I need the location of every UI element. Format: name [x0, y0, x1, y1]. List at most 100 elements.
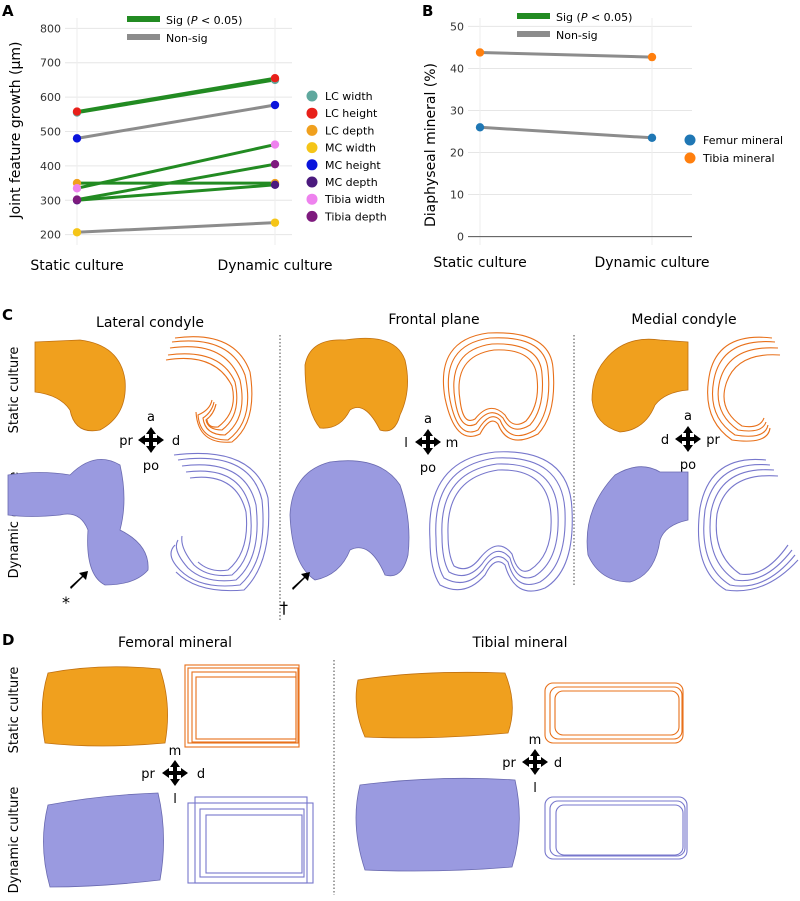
data-point: [72, 107, 82, 116]
y-tick-label: 400: [40, 160, 61, 173]
tibial-static-outline: [544, 682, 684, 744]
panel-b-points: [475, 48, 657, 143]
panel-a-y-label: Joint feature growth (μm): [8, 41, 24, 219]
legend-label: MC depth: [325, 176, 378, 189]
series-line: [479, 125, 653, 140]
panel-a-letter: A: [2, 2, 14, 20]
femoral-static-outline: [184, 664, 300, 748]
medial-condyle-title: Medial condyle: [631, 312, 736, 328]
legend-label: Tibia width: [324, 193, 385, 206]
axis-label: pr: [706, 433, 720, 448]
panel-b-x-ticks: Static culture Dynamic culture: [433, 255, 709, 271]
panel-d-figure: D Femoral mineral Tibial mineral Static …: [2, 631, 688, 895]
panel-b-chart: B 0 10 20 30 40 50 Static culture Dynamic cult…: [422, 2, 783, 271]
y-tick-label: 20: [450, 147, 464, 160]
sig-legend-label: Sig (P < 0.05): [166, 14, 242, 27]
series-line: [76, 103, 276, 140]
y-tick-label: 800: [40, 22, 61, 35]
direction-cross-icon: [522, 749, 548, 775]
panel-a-chart: A 200 300 400 500 600 700 800 Static culture Dy…: [2, 2, 387, 274]
panel-a-points: [72, 73, 280, 237]
tibial-mineral-title: Tibial mineral: [472, 635, 568, 651]
arrow-icon: [292, 572, 310, 590]
sig-legend-swatch: [517, 13, 550, 19]
legend-label: LC depth: [325, 124, 374, 137]
data-point: [72, 134, 82, 143]
femoral-dynamic-outline: [187, 796, 314, 884]
row-label-static: Static culture: [7, 347, 22, 434]
lateral-condyle-dynamic-outline: [170, 452, 270, 592]
frontal-static-outline: [442, 332, 555, 441]
legend-swatch: [306, 90, 318, 102]
legend-label: Tibia depth: [324, 210, 387, 223]
y-tick-label: 300: [40, 194, 61, 207]
arrow-icon: [70, 571, 88, 589]
nonsig-legend-swatch: [517, 31, 550, 37]
sig-legend-label: Sig (P < 0.05): [556, 11, 632, 24]
axis-label: pr: [119, 434, 133, 449]
y-tick-label: 200: [40, 229, 61, 242]
y-tick-label: 40: [450, 62, 464, 75]
panel-a-lines: [76, 76, 276, 234]
axis-label: po: [680, 458, 696, 473]
legend-label: LC height: [325, 107, 378, 120]
legend-swatch: [684, 134, 696, 146]
femoral-dynamic-render: [43, 792, 164, 888]
direction-cross-icon: [138, 427, 164, 453]
panel-b-lines: [479, 50, 653, 140]
y-tick-label: 0: [457, 231, 464, 244]
data-point: [270, 159, 280, 169]
sig-legend-swatch: [127, 16, 160, 22]
y-tick-label: 50: [450, 20, 464, 33]
medial-condyle-static-render: [591, 338, 689, 433]
y-tick-label: 30: [450, 104, 464, 117]
x-tick-label: Static culture: [30, 258, 123, 274]
row-label-dynamic: Dynamic culture: [7, 787, 22, 894]
legend-swatch: [306, 142, 318, 154]
asterisk-marker: *: [62, 593, 70, 612]
legend-label: Tibia mineral: [702, 152, 775, 165]
frontal-plane-title: Frontal plane: [388, 312, 479, 328]
panel-b-y-ticks: 0 10 20 30 40 50: [450, 20, 464, 243]
medial-condyle-dynamic-outline: [697, 458, 799, 592]
panel-a-series-legend: LC width LC height LC depth MC width MC heig…: [306, 90, 387, 223]
axis-label: d: [661, 433, 669, 448]
y-tick-label: 700: [40, 57, 61, 70]
lateral-condyle-dynamic-render: [7, 458, 149, 586]
panel-d-letter: D: [2, 631, 14, 649]
panel-b-letter: B: [422, 2, 433, 20]
nonsig-legend-label: Non-sig: [166, 32, 208, 45]
axis-label: a: [147, 410, 155, 425]
panel-a-sig-legend: Sig (P < 0.05) Non-sig: [127, 14, 242, 45]
x-tick-label: Dynamic culture: [594, 255, 709, 271]
direction-cross-icon: [162, 760, 188, 786]
data-point: [270, 140, 280, 149]
medial-condyle-dynamic-render: [586, 466, 689, 583]
direction-cross-icon: [675, 426, 701, 452]
axis-label: l: [173, 792, 177, 807]
axis-label: d: [554, 756, 562, 771]
axis-label: po: [143, 459, 159, 474]
axis-label: d: [197, 767, 205, 782]
legend-swatch: [306, 124, 318, 136]
panel-a-y-ticks: 200 300 400 500 600 700 800: [40, 22, 61, 241]
axis-label: m: [446, 436, 459, 451]
y-tick-label: 500: [40, 126, 61, 139]
frontal-dynamic-render: [289, 460, 410, 581]
data-point: [475, 123, 485, 132]
lateral-condyle-title: Lateral condyle: [96, 315, 204, 331]
panel-c-letter: C: [2, 306, 13, 324]
frontal-static-render: [304, 337, 408, 432]
legend-swatch: [306, 210, 318, 222]
panel-a-x-ticks: Static culture Dynamic culture: [30, 258, 332, 274]
series-line: [76, 221, 276, 234]
femoral-static-render: [41, 666, 168, 747]
data-point: [270, 73, 280, 83]
lateral-condyle-static-render: [34, 339, 126, 432]
y-tick-label: 10: [450, 189, 464, 202]
axis-label: a: [684, 409, 692, 424]
legend-label: MC height: [325, 159, 381, 172]
axis-label: d: [172, 434, 180, 449]
legend-swatch: [306, 159, 318, 171]
dagger-marker: †: [280, 598, 288, 617]
